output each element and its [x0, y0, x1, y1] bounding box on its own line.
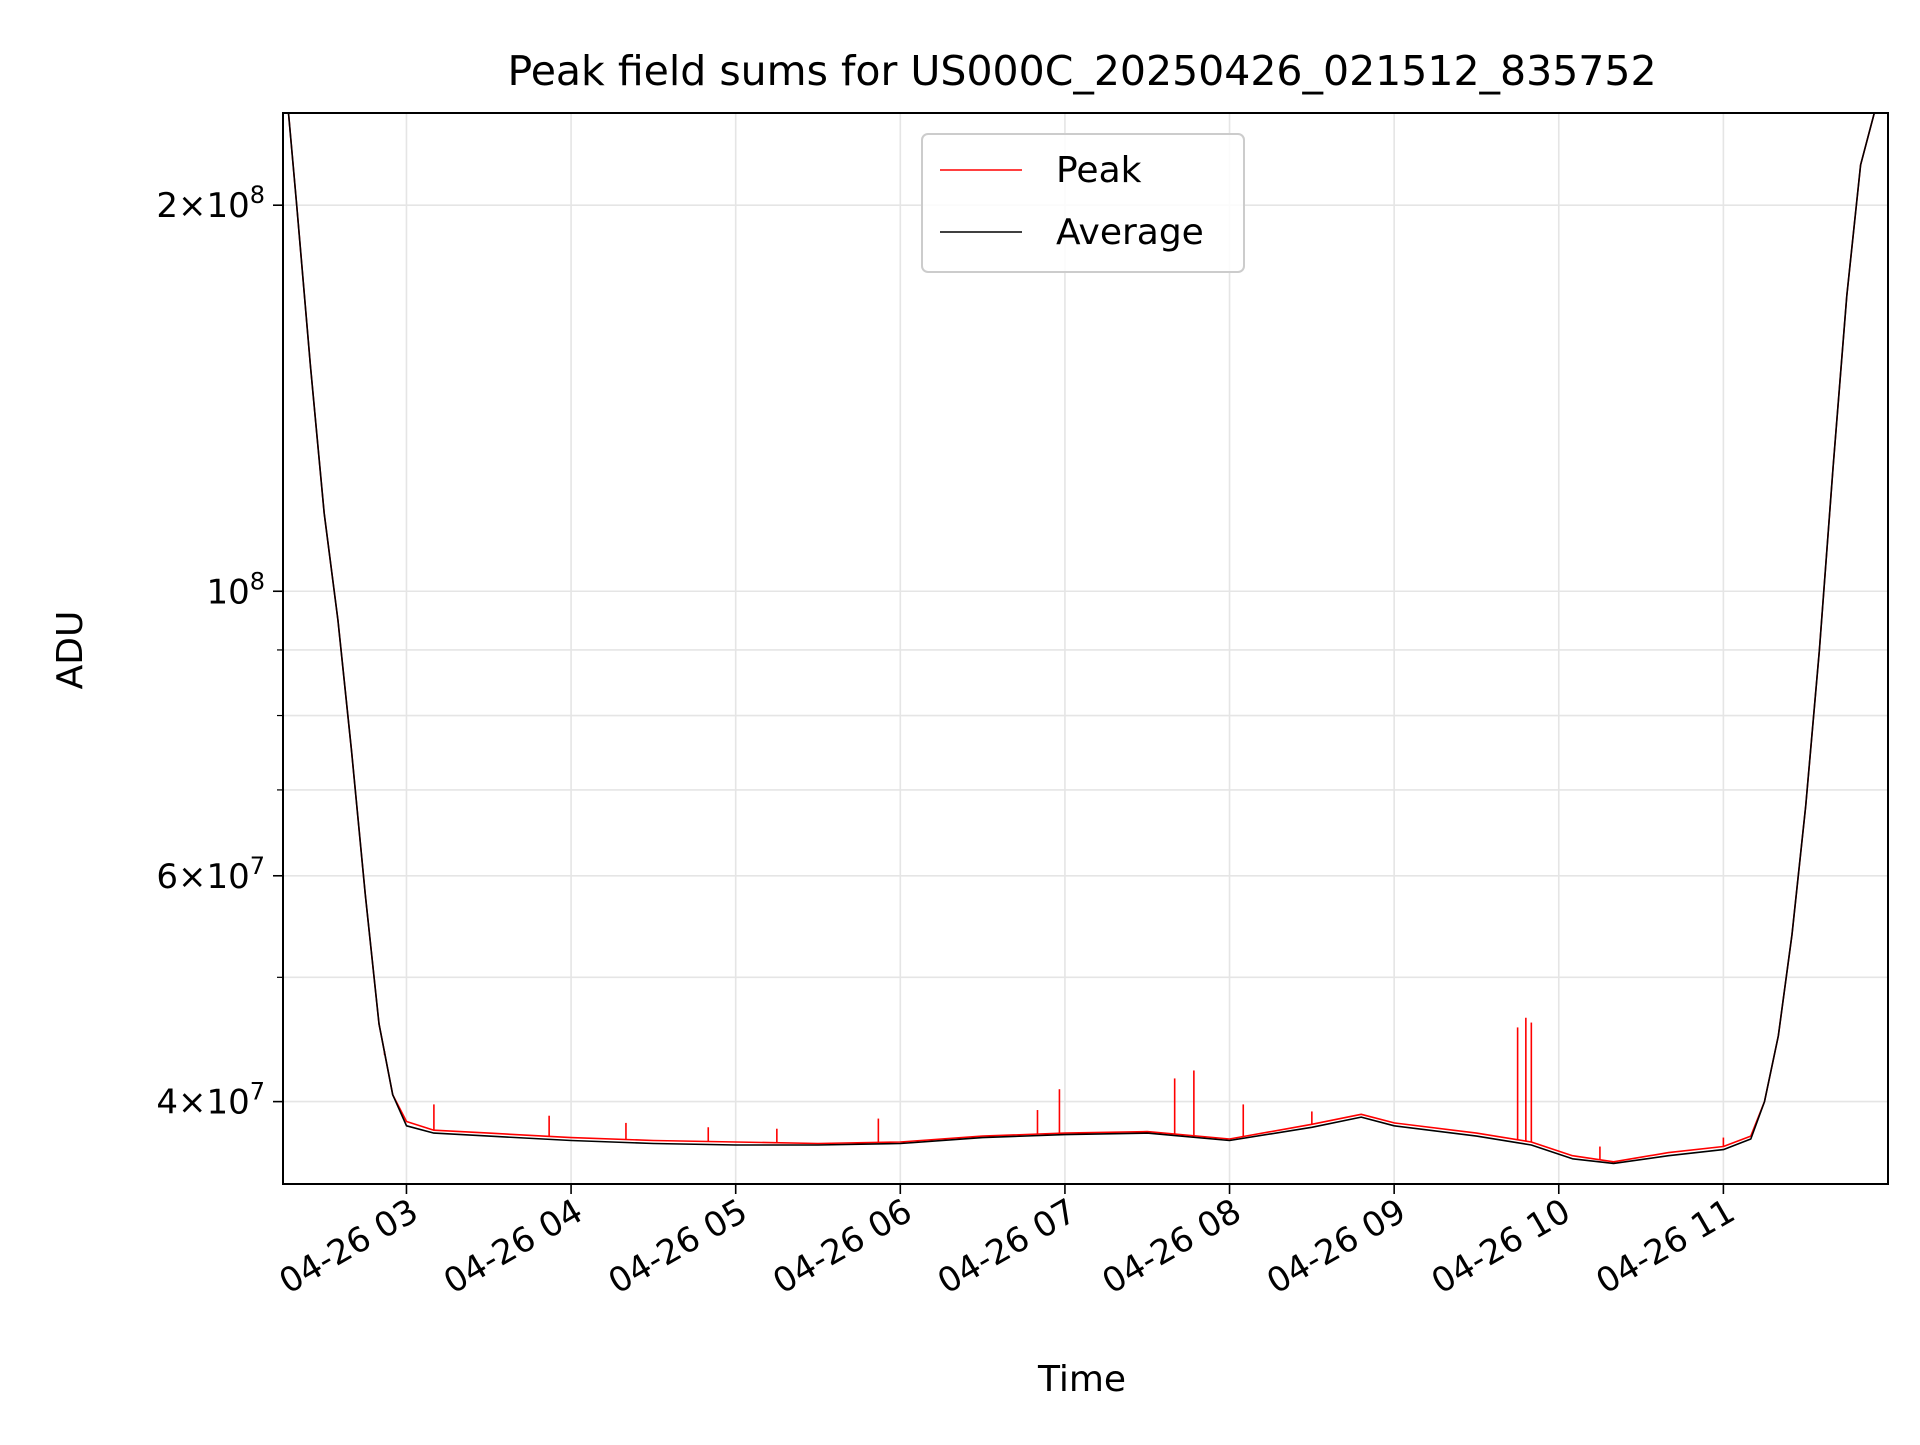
chart-title: Peak field sums for US000C_20250426_0215… — [507, 47, 1656, 95]
series-layer — [287, 113, 1876, 1165]
legend: Peak Average — [921, 133, 1245, 273]
y-tick-label: 108 — [206, 567, 265, 612]
axes-frame — [282, 112, 1889, 1185]
legend-label-average: Average — [1056, 212, 1204, 253]
y-axis-label: ADU — [50, 611, 91, 690]
series-line-average — [287, 113, 1876, 1165]
y-tick-label: 6×107 — [156, 852, 265, 897]
y-tick-label: 4×107 — [156, 1078, 265, 1123]
legend-label-peak: Peak — [1056, 150, 1142, 191]
legend-box — [921, 133, 1245, 273]
x-axis-label: Time — [1037, 1359, 1126, 1400]
y-tick-label: 2×108 — [156, 181, 265, 226]
